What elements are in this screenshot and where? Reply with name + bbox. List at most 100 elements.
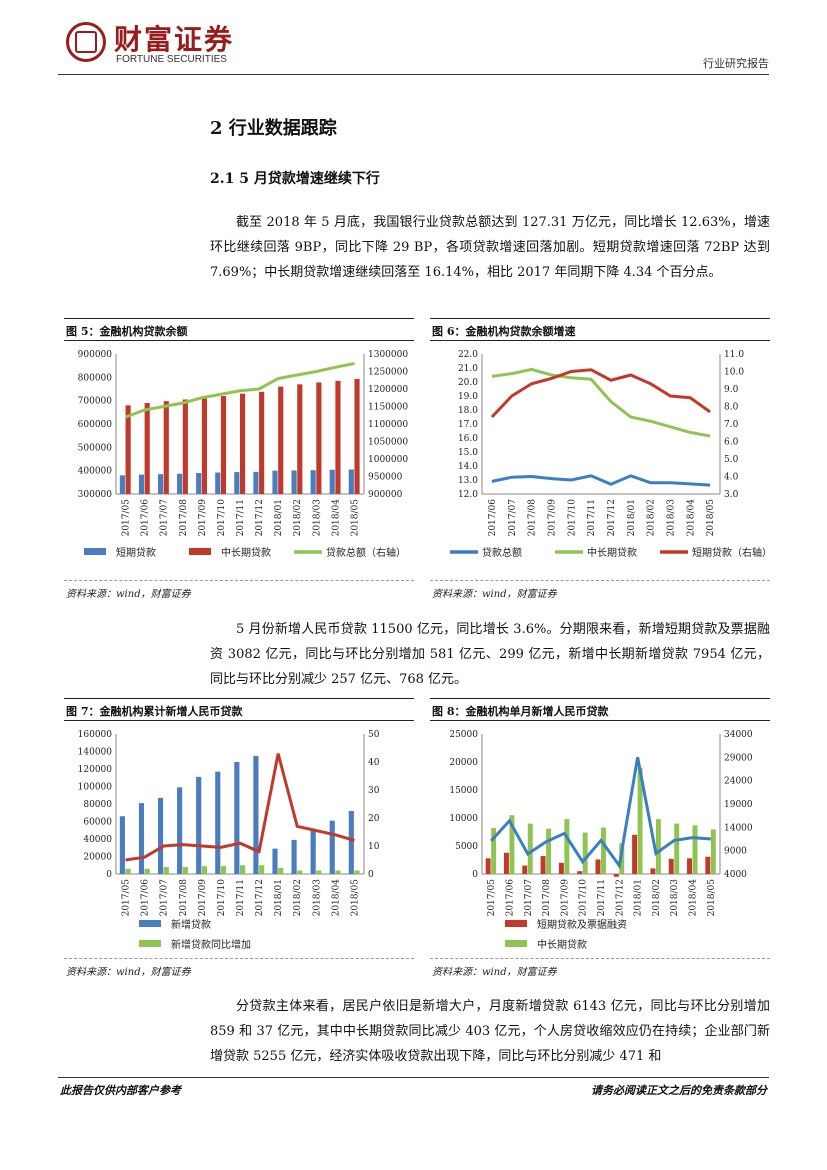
y-tick-left: 10000 — [449, 814, 478, 824]
x-tick-label: 2017/08 — [179, 879, 189, 917]
y-tick-right: 8.0 — [724, 403, 739, 413]
y-tick-left: 17.0 — [458, 420, 478, 430]
y-tick-right: 1100000 — [368, 420, 408, 430]
bar — [335, 380, 341, 494]
fig8-source: 资料来源：wind，财富证券 — [432, 967, 557, 978]
logo-chinese-name: 财富证券 — [114, 23, 235, 56]
y-tick-right: 11.0 — [724, 350, 744, 360]
x-tick-label: 2018/01 — [274, 499, 284, 536]
bar — [692, 825, 698, 874]
bar — [485, 858, 491, 874]
x-tick-label: 2017/05 — [122, 879, 132, 917]
x-tick-label: 2017/12 — [255, 879, 265, 916]
bar — [182, 867, 188, 874]
bar — [201, 866, 207, 874]
x-tick-label: 2018/02 — [652, 879, 662, 916]
y-tick-right: 1000000 — [368, 455, 408, 465]
bar — [637, 767, 643, 874]
x-tick-label: 2018/05 — [350, 879, 360, 917]
y-tick-right: 29000 — [724, 753, 753, 763]
x-tick-label: 2017/05 — [487, 879, 497, 917]
y-tick-right: 1150000 — [368, 403, 408, 413]
x-tick-label: 2017/10 — [567, 499, 577, 537]
x-tick-label: 2017/12 — [607, 499, 617, 536]
x-tick-label: 2017/07 — [160, 879, 170, 917]
y-tick-left: 800000 — [78, 373, 113, 383]
legend-swatch — [189, 548, 211, 555]
bar — [278, 386, 284, 494]
y-tick-left: 12.0 — [458, 490, 478, 500]
footer-disclaimer-left: 此报告仅供内部客户参考 — [60, 1084, 181, 1097]
logo-english-name: FORTUNE SECURITIES — [116, 54, 227, 65]
bar — [144, 403, 150, 494]
x-tick-label: 2018/01 — [274, 879, 284, 916]
x-tick-label: 2018/01 — [634, 879, 644, 916]
bar — [157, 797, 164, 874]
x-tick-label: 2018/04 — [686, 499, 696, 537]
bar — [354, 378, 360, 494]
bar — [316, 870, 322, 874]
y-tick-left: 14.0 — [458, 462, 478, 472]
y-tick-right: 6.0 — [724, 438, 739, 448]
fig7-source: 资料来源：wind，财富证券 — [66, 967, 191, 978]
bar — [163, 867, 169, 874]
y-tick-right: 3.0 — [724, 490, 739, 500]
fig6-source: 资料来源：wind，财富证券 — [432, 589, 557, 600]
y-tick-left: 19.0 — [458, 392, 478, 402]
x-tick-label: 2018/03 — [312, 879, 322, 917]
y-tick-left: 700000 — [78, 397, 113, 407]
x-tick-label: 2018/02 — [293, 879, 303, 916]
bar — [632, 834, 638, 874]
y-tick-right: 1050000 — [368, 438, 408, 448]
fig5-source: 资料来源：wind，财富证券 — [66, 589, 191, 600]
y-tick-left: 5000 — [455, 842, 478, 852]
bar — [163, 401, 169, 494]
x-tick-label: 2017/11 — [587, 499, 597, 536]
y-tick-left: 40000 — [83, 835, 112, 845]
bar — [234, 472, 240, 494]
bar — [354, 870, 360, 874]
fig6-title: 图 6：金融机构贷款余额增速 — [432, 325, 576, 338]
x-tick-label: 2018/05 — [350, 499, 360, 537]
y-tick-left: 16.0 — [458, 434, 478, 444]
series-line — [125, 753, 355, 862]
series-line — [490, 757, 711, 870]
y-tick-left: 20.0 — [458, 378, 478, 388]
bar — [220, 866, 227, 874]
y-tick-left: 300000 — [78, 490, 113, 500]
x-tick-label: 2018/02 — [293, 499, 303, 536]
bar — [259, 865, 265, 874]
bar — [297, 384, 303, 494]
y-tick-right: 4000 — [724, 870, 747, 880]
fig8-title-rule — [430, 720, 770, 721]
x-tick-label: 2018/01 — [627, 499, 637, 536]
bar — [687, 858, 692, 874]
fig8-top-rule — [430, 698, 770, 699]
bar — [329, 820, 335, 874]
bar — [558, 862, 564, 874]
series-line — [490, 368, 711, 419]
bar — [509, 815, 515, 874]
bar — [272, 470, 278, 494]
footer-divider — [58, 1077, 769, 1078]
y-tick-left: 500000 — [78, 443, 113, 453]
y-tick-left: 0 — [472, 870, 478, 880]
bar — [705, 856, 711, 874]
x-tick-label: 2018/05 — [707, 879, 717, 917]
fig6-top-rule — [430, 318, 770, 319]
bar — [177, 473, 183, 494]
legend-label: 短期贷款及票据融资 — [537, 918, 627, 931]
y-tick-right: 19000 — [724, 800, 753, 810]
bar — [297, 870, 303, 874]
x-tick-label: 2017/06 — [488, 499, 498, 537]
x-tick-label: 2017/07 — [160, 499, 170, 537]
y-tick-left: 20000 — [449, 758, 478, 768]
series-line — [491, 474, 711, 487]
bar — [650, 868, 656, 874]
report-type: 行业研究报告 — [703, 57, 769, 70]
x-tick-label: 2018/05 — [706, 499, 716, 537]
fig5-title: 图 5：金融机构贷款余额 — [66, 325, 188, 338]
x-tick-label: 2017/06 — [505, 879, 515, 917]
y-tick-left: 15.0 — [458, 448, 478, 458]
y-tick-right: 10.0 — [724, 368, 744, 378]
